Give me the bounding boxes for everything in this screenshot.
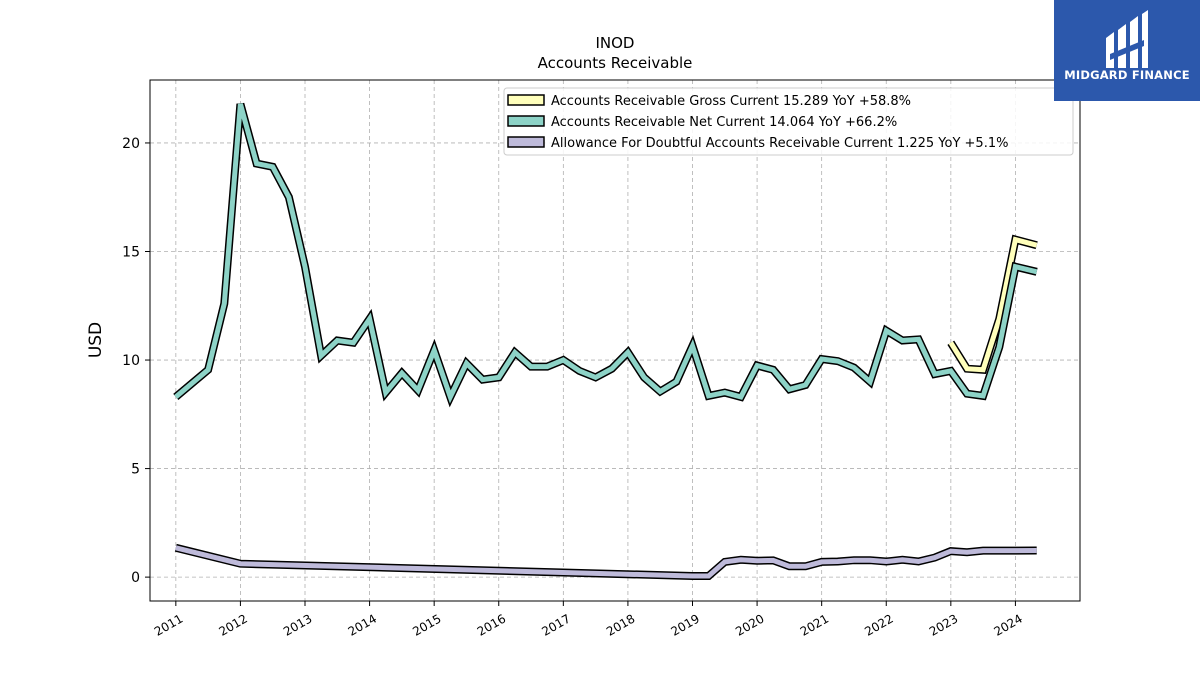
y-tick-label: 10 <box>122 353 140 369</box>
x-tick-label: 2024 <box>991 611 1024 638</box>
series-2 <box>174 543 1037 580</box>
legend-swatch <box>507 115 545 127</box>
legend-box <box>503 87 1074 156</box>
x-tick-label: 2014 <box>346 611 379 638</box>
grid <box>150 80 1080 601</box>
brand-mark-icon <box>1106 10 1148 68</box>
x-tick-label: 2022 <box>862 611 895 638</box>
series-line-outline <box>947 234 1038 375</box>
x-tick-label: 2021 <box>798 611 831 638</box>
plot-area <box>149 79 1081 602</box>
legend-label: Accounts Receivable Net Current 14.064 Y… <box>551 115 897 130</box>
legend-label: Allowance For Doubtful Accounts Receivab… <box>551 136 1008 151</box>
y-tick-label: 15 <box>122 244 140 260</box>
y-tick-label: 5 <box>131 462 140 478</box>
x-tick-label: 2015 <box>410 611 443 638</box>
y-axis-label: USD <box>86 322 106 358</box>
legend-swatch <box>507 136 545 148</box>
x-tick-label: 2023 <box>927 611 960 638</box>
x-tick-label: 2018 <box>604 611 637 638</box>
series-line <box>175 545 1037 579</box>
brand-logo: MIDGARD FINANCE <box>1054 0 1200 101</box>
series-1 <box>173 102 1038 408</box>
legend: Accounts Receivable Gross Current 15.289… <box>503 87 1074 156</box>
x-tick-label: 2019 <box>669 611 702 638</box>
x-tick-label: 2017 <box>539 611 572 638</box>
brand-name: MIDGARD FINANCE <box>1064 68 1190 82</box>
x-tick-label: 2013 <box>281 611 314 638</box>
legend-swatch <box>507 94 545 106</box>
chart-subtitle: Accounts Receivable <box>538 54 693 72</box>
x-tick-label: 2011 <box>152 611 185 638</box>
legend-label: Accounts Receivable Gross Current 15.289… <box>551 94 911 109</box>
x-tick-label: 2016 <box>475 611 508 638</box>
series-lines <box>173 102 1038 580</box>
chart-title: INOD <box>595 34 634 52</box>
x-tick-label: 2012 <box>216 611 249 638</box>
y-tick-label: 20 <box>122 136 140 152</box>
series-line <box>174 103 1038 404</box>
x-tick-label: 2020 <box>733 611 766 638</box>
series-0 <box>947 234 1038 375</box>
series-line <box>948 236 1038 373</box>
y-tick-label: 0 <box>131 570 140 586</box>
